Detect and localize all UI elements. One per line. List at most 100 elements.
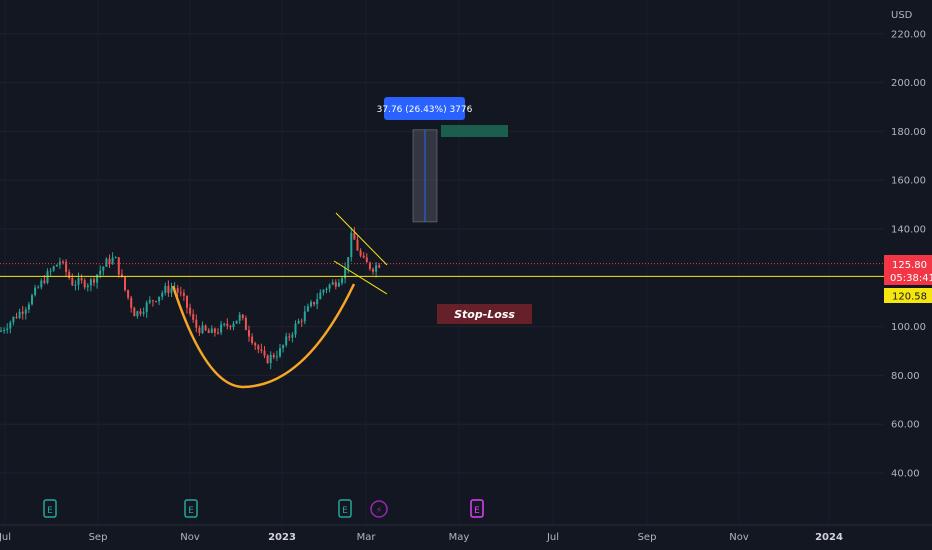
measure-label-bg [384, 97, 465, 120]
price-badge: 125.80 05:38:41 [884, 255, 932, 285]
hline-value: 120.58 [892, 292, 927, 303]
time-tick-label: 2024 [815, 532, 843, 543]
candle-body [127, 290, 130, 298]
countdown-timer: 05:38:41 [890, 273, 932, 284]
earnings-icon[interactable]: E [184, 499, 198, 518]
candle-body [297, 320, 300, 324]
candle-body [40, 280, 43, 288]
candle-body [244, 317, 247, 331]
candle-body [182, 293, 185, 296]
candle-body [254, 343, 257, 346]
candle-body [151, 300, 154, 302]
time-axis[interactable]: Jul Sep Nov 2023 Mar May Jul Sep Nov 2024 [0, 532, 843, 543]
candle-body [204, 325, 207, 331]
candle-body [31, 295, 33, 305]
candle-body [192, 314, 195, 320]
candle-body [179, 292, 182, 294]
candle-body [65, 261, 68, 272]
candle-body [313, 301, 316, 305]
candle-body [285, 336, 288, 346]
candle-body [142, 312, 145, 314]
candle-body [80, 278, 83, 281]
last-price-value: 125.80 [892, 260, 927, 271]
event-markers[interactable]: E E E ⚡ E [43, 499, 484, 518]
time-tick-label: Mar [357, 532, 377, 543]
candle-body [0, 330, 2, 332]
candle-body [341, 278, 343, 283]
stop-loss-box[interactable] [437, 304, 532, 324]
candle-body [136, 311, 139, 317]
candle-body [331, 282, 334, 285]
flag-lower-line[interactable] [333, 260, 388, 295]
price-tick-label: 220.00 [891, 29, 926, 40]
candle-body [359, 250, 362, 256]
candle-body [347, 256, 350, 269]
candle-body [213, 328, 216, 333]
candle-body [111, 257, 114, 264]
earnings-icon[interactable]: E [338, 499, 352, 518]
svg-text:E: E [47, 506, 53, 516]
candle-body [43, 280, 46, 283]
candle-body [117, 257, 120, 275]
candle-body [198, 327, 201, 334]
candle-body [71, 278, 74, 286]
candle-body [139, 311, 142, 314]
candle-body [52, 266, 55, 271]
candle-body [55, 264, 58, 267]
time-tick-label: Jul [546, 532, 559, 543]
candle-body [114, 257, 117, 259]
candle-body [217, 332, 219, 334]
earnings-icon[interactable]: E [470, 499, 484, 518]
dividend-icon[interactable]: ⚡ [370, 500, 388, 518]
candle-body [21, 311, 24, 314]
svg-text:⚡: ⚡ [376, 506, 382, 516]
candle-body [83, 280, 86, 288]
time-tick-label: Jul [0, 532, 11, 543]
price-tick-label: 100.00 [891, 322, 926, 333]
time-tick-label: Nov [180, 532, 200, 543]
price-axis[interactable]: USD 220.00 200.00 180.00 160.00 140.00 100.00… [891, 10, 926, 480]
candle-body [6, 328, 9, 330]
candle-body [120, 274, 123, 277]
price-tick-label: 160.00 [891, 176, 926, 187]
candle-body [279, 348, 281, 357]
candle-body [372, 268, 374, 272]
time-tick-label: Sep [638, 532, 657, 543]
candle-body [337, 282, 340, 287]
candle-body [145, 302, 148, 313]
candle-body [365, 257, 368, 263]
candle-body [334, 282, 337, 287]
candle-body [37, 287, 40, 289]
candle-body [27, 304, 30, 310]
measure-label: 37.76 (26.43%) 3776 [377, 105, 473, 115]
candle-body [167, 285, 170, 293]
cup-curve[interactable] [171, 283, 356, 389]
time-tick-label: 2023 [268, 532, 296, 543]
earnings-icon[interactable]: E [43, 499, 57, 518]
candle-body [356, 239, 359, 251]
time-tick-label: May [449, 532, 470, 543]
candle-body [232, 323, 235, 328]
price-tick-label: 140.00 [891, 225, 926, 236]
svg-text:E: E [342, 506, 348, 516]
candle-body [49, 270, 52, 272]
candle-body [266, 355, 269, 364]
currency-label: USD [891, 10, 913, 21]
candle-body [306, 306, 309, 312]
candle-body [46, 271, 49, 283]
target-box[interactable] [441, 125, 508, 137]
candle-body [18, 311, 21, 318]
candle-body [251, 336, 254, 344]
candle-body [15, 316, 18, 318]
candle-body [3, 329, 6, 331]
candle-body [353, 232, 356, 240]
candle-body [62, 261, 64, 263]
flag-upper-line[interactable] [335, 212, 388, 266]
candle-body [93, 279, 95, 283]
candle-body [303, 311, 306, 322]
candle-body [74, 284, 77, 286]
time-tick-label: Nov [729, 532, 749, 543]
svg-text:E: E [474, 506, 480, 516]
candle-body [9, 322, 12, 329]
